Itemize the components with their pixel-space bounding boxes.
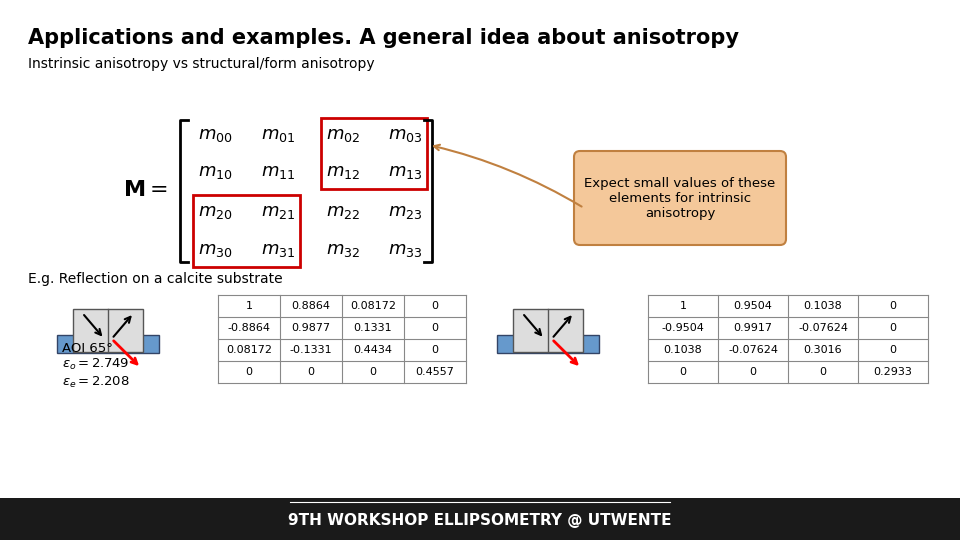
Text: 0.9917: 0.9917 <box>733 323 773 333</box>
Text: 0.4434: 0.4434 <box>353 345 393 355</box>
Bar <box>513 309 583 352</box>
Text: -0.9504: -0.9504 <box>661 323 705 333</box>
Text: 1: 1 <box>246 301 252 311</box>
Text: -0.8864: -0.8864 <box>228 323 271 333</box>
Text: 0: 0 <box>890 345 897 355</box>
Text: 0: 0 <box>750 367 756 377</box>
Text: $m_{22}$: $m_{22}$ <box>325 203 360 221</box>
Text: $m_{21}$: $m_{21}$ <box>261 203 296 221</box>
Text: 0.8864: 0.8864 <box>292 301 330 311</box>
Text: Applications and examples. A general idea about anisotropy: Applications and examples. A general ide… <box>28 28 739 48</box>
Text: $m_{02}$: $m_{02}$ <box>325 126 360 144</box>
Bar <box>193 195 300 267</box>
FancyBboxPatch shape <box>574 151 786 245</box>
Text: 0: 0 <box>307 367 315 377</box>
Text: 0.4557: 0.4557 <box>416 367 454 377</box>
Text: Expect small values of these
elements for intrinsic
anisotropy: Expect small values of these elements fo… <box>585 177 776 219</box>
Text: 0: 0 <box>246 367 252 377</box>
Bar <box>497 335 599 353</box>
Text: 0: 0 <box>370 367 376 377</box>
Text: 0.9877: 0.9877 <box>292 323 330 333</box>
Text: 0.1331: 0.1331 <box>353 323 393 333</box>
Text: $m_{01}$: $m_{01}$ <box>261 126 296 144</box>
Text: $m_{33}$: $m_{33}$ <box>388 241 422 259</box>
Text: 0.08172: 0.08172 <box>226 345 272 355</box>
Text: 0.3016: 0.3016 <box>804 345 842 355</box>
Text: $\mathbf{M} =$: $\mathbf{M} =$ <box>123 180 168 200</box>
Text: 0: 0 <box>680 367 686 377</box>
Text: 0: 0 <box>820 367 827 377</box>
Text: $m_{03}$: $m_{03}$ <box>388 126 422 144</box>
Text: -0.1331: -0.1331 <box>290 345 332 355</box>
Text: $m_{13}$: $m_{13}$ <box>388 163 422 181</box>
Text: $m_{23}$: $m_{23}$ <box>388 203 422 221</box>
Text: $m_{00}$: $m_{00}$ <box>198 126 232 144</box>
Text: 0.1038: 0.1038 <box>804 301 842 311</box>
Text: $m_{20}$: $m_{20}$ <box>198 203 232 221</box>
Text: 0.1038: 0.1038 <box>663 345 703 355</box>
Text: 0: 0 <box>890 301 897 311</box>
Text: -0.07624: -0.07624 <box>728 345 778 355</box>
Text: $\varepsilon_o = 2.749$: $\varepsilon_o = 2.749$ <box>62 357 130 372</box>
Text: $m_{32}$: $m_{32}$ <box>325 241 360 259</box>
Text: 0.08172: 0.08172 <box>350 301 396 311</box>
Text: 0: 0 <box>431 345 439 355</box>
Text: $m_{30}$: $m_{30}$ <box>198 241 232 259</box>
Text: Instrinsic anisotropy vs structural/form anisotropy: Instrinsic anisotropy vs structural/form… <box>28 57 374 71</box>
Text: -0.07624: -0.07624 <box>798 323 848 333</box>
Text: E.g. Reflection on a calcite substrate: E.g. Reflection on a calcite substrate <box>28 272 282 286</box>
Text: $m_{10}$: $m_{10}$ <box>198 163 232 181</box>
Bar <box>58 335 158 353</box>
Text: 0.9504: 0.9504 <box>733 301 773 311</box>
Text: 9TH WORKSHOP ELLIPSOMETRY @ UTWENTE: 9TH WORKSHOP ELLIPSOMETRY @ UTWENTE <box>288 512 672 528</box>
Text: $m_{31}$: $m_{31}$ <box>261 241 296 259</box>
Text: 0.2933: 0.2933 <box>874 367 912 377</box>
Text: 0: 0 <box>431 323 439 333</box>
Text: $m_{11}$: $m_{11}$ <box>261 163 296 181</box>
Text: AOI 65°: AOI 65° <box>62 342 113 355</box>
Bar <box>321 118 427 189</box>
Text: 0: 0 <box>890 323 897 333</box>
Bar <box>73 309 143 352</box>
Text: 0: 0 <box>431 301 439 311</box>
Bar <box>0 498 960 540</box>
Text: $\varepsilon_e = 2.208$: $\varepsilon_e = 2.208$ <box>62 375 130 390</box>
Text: $m_{12}$: $m_{12}$ <box>325 163 360 181</box>
Text: 1: 1 <box>680 301 686 311</box>
